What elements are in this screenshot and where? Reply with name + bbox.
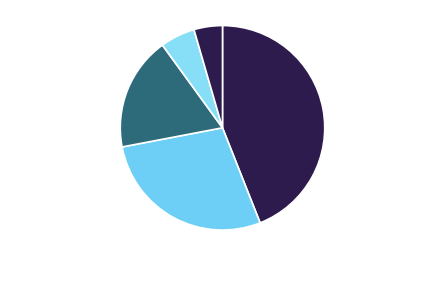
Wedge shape — [194, 26, 222, 128]
Wedge shape — [162, 30, 222, 128]
Wedge shape — [222, 26, 325, 223]
Wedge shape — [122, 128, 260, 230]
Wedge shape — [120, 45, 222, 147]
